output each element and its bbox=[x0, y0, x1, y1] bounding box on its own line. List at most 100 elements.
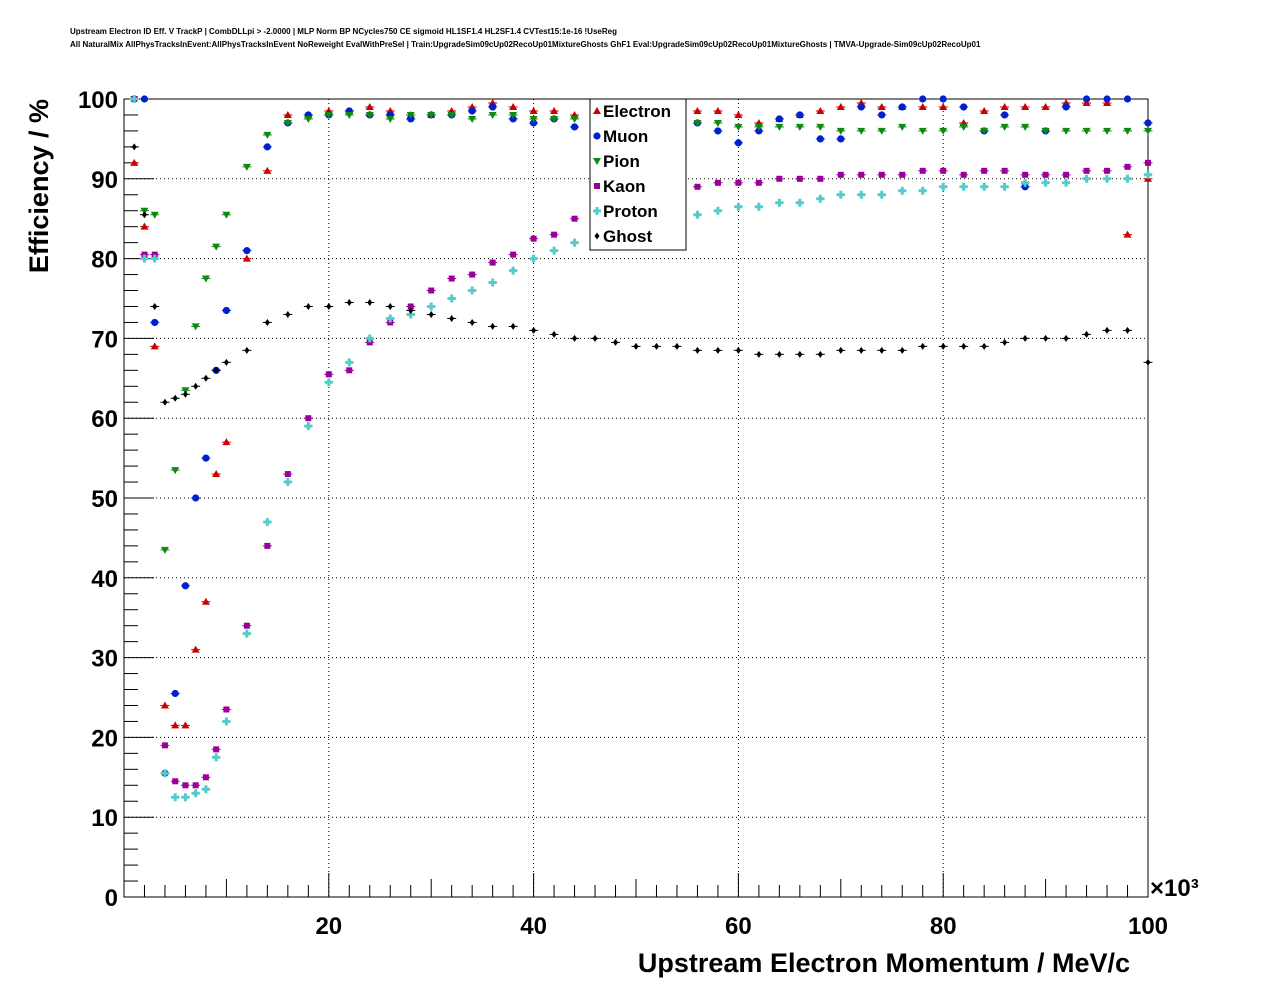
data-point bbox=[182, 390, 188, 398]
y-tick-label: 90 bbox=[91, 167, 118, 194]
data-point bbox=[182, 782, 189, 789]
data-point bbox=[961, 342, 967, 350]
data-point bbox=[427, 111, 436, 119]
data-point bbox=[1000, 123, 1009, 131]
data-point bbox=[899, 346, 905, 354]
data-point bbox=[242, 254, 251, 262]
data-point bbox=[529, 106, 538, 114]
data-point bbox=[734, 139, 743, 147]
data-point bbox=[775, 115, 783, 123]
data-point bbox=[1084, 330, 1090, 338]
x-tick-label: 40 bbox=[520, 913, 547, 940]
data-point bbox=[201, 275, 210, 283]
data-point bbox=[836, 190, 845, 199]
data-point bbox=[242, 163, 251, 171]
data-point bbox=[1103, 174, 1112, 183]
y-tick-label: 60 bbox=[91, 406, 118, 433]
data-point bbox=[960, 103, 968, 111]
data-point bbox=[816, 135, 824, 143]
data-point bbox=[550, 115, 559, 123]
data-point bbox=[653, 342, 659, 350]
data-point bbox=[857, 103, 865, 111]
data-point bbox=[1063, 171, 1070, 178]
data-point bbox=[1042, 171, 1049, 178]
data-point bbox=[981, 167, 988, 174]
x-axis-multiplier: ×10³ bbox=[1150, 875, 1199, 902]
data-point bbox=[305, 302, 311, 310]
data-point bbox=[714, 127, 722, 135]
data-point bbox=[1144, 119, 1152, 127]
data-point bbox=[449, 314, 455, 322]
data-point bbox=[1082, 127, 1091, 135]
data-point bbox=[365, 334, 374, 343]
data-point bbox=[488, 278, 497, 287]
data-point bbox=[160, 701, 169, 709]
data-point bbox=[213, 746, 220, 753]
data-point bbox=[1022, 171, 1029, 178]
data-point bbox=[367, 298, 373, 306]
data-point bbox=[714, 179, 721, 186]
data-point bbox=[447, 294, 456, 303]
data-point bbox=[633, 342, 639, 350]
data-point bbox=[130, 95, 139, 103]
legend-item: Kaon bbox=[594, 177, 646, 196]
data-point bbox=[150, 211, 159, 219]
data-point bbox=[674, 342, 680, 350]
data-point bbox=[326, 302, 332, 310]
data-point bbox=[713, 206, 722, 215]
data-point bbox=[919, 95, 927, 103]
data-point bbox=[448, 275, 455, 282]
series-kaon bbox=[129, 96, 1153, 789]
y-tick-label: 70 bbox=[91, 326, 118, 353]
data-point bbox=[1103, 95, 1111, 103]
data-point bbox=[130, 158, 139, 166]
data-point bbox=[1001, 167, 1008, 174]
legend-item: Pion bbox=[593, 152, 640, 171]
data-point bbox=[960, 171, 967, 178]
data-point bbox=[898, 123, 907, 131]
legend-label: Kaon bbox=[603, 177, 646, 196]
data-point bbox=[1021, 102, 1030, 110]
data-point bbox=[838, 346, 844, 354]
data-point bbox=[213, 366, 219, 374]
data-point bbox=[408, 306, 414, 314]
data-point bbox=[181, 721, 190, 729]
data-point bbox=[386, 314, 395, 323]
data-point bbox=[1144, 127, 1152, 135]
data-point bbox=[877, 190, 886, 199]
legend-label: Ghost bbox=[603, 227, 652, 246]
data-point bbox=[1123, 174, 1132, 183]
data-point bbox=[735, 346, 741, 354]
data-point bbox=[919, 167, 926, 174]
data-point bbox=[1022, 334, 1028, 342]
x-tick-label: 20 bbox=[315, 913, 342, 940]
data-point bbox=[264, 542, 271, 549]
data-point bbox=[898, 103, 906, 111]
data-point bbox=[550, 106, 559, 114]
axis-ticks bbox=[124, 98, 1149, 898]
data-point bbox=[386, 115, 395, 123]
data-point bbox=[201, 785, 210, 794]
data-point bbox=[1062, 178, 1071, 187]
data-point bbox=[959, 182, 968, 191]
data-point bbox=[1083, 167, 1090, 174]
data-point bbox=[1125, 326, 1131, 334]
data-point bbox=[837, 171, 844, 178]
data-point bbox=[283, 478, 292, 487]
data-point bbox=[490, 322, 496, 330]
data-point bbox=[283, 110, 292, 118]
data-point bbox=[1001, 111, 1009, 119]
data-point bbox=[1144, 170, 1152, 179]
data-point bbox=[1063, 334, 1069, 342]
legend-label: Muon bbox=[603, 127, 648, 146]
data-point bbox=[509, 111, 518, 119]
legend-label: Electron bbox=[603, 102, 671, 121]
data-point bbox=[242, 629, 251, 638]
data-point bbox=[325, 371, 332, 378]
data-point bbox=[285, 310, 291, 318]
data-point bbox=[469, 271, 476, 278]
data-point bbox=[797, 350, 803, 358]
data-point bbox=[755, 179, 762, 186]
data-point bbox=[713, 119, 722, 127]
